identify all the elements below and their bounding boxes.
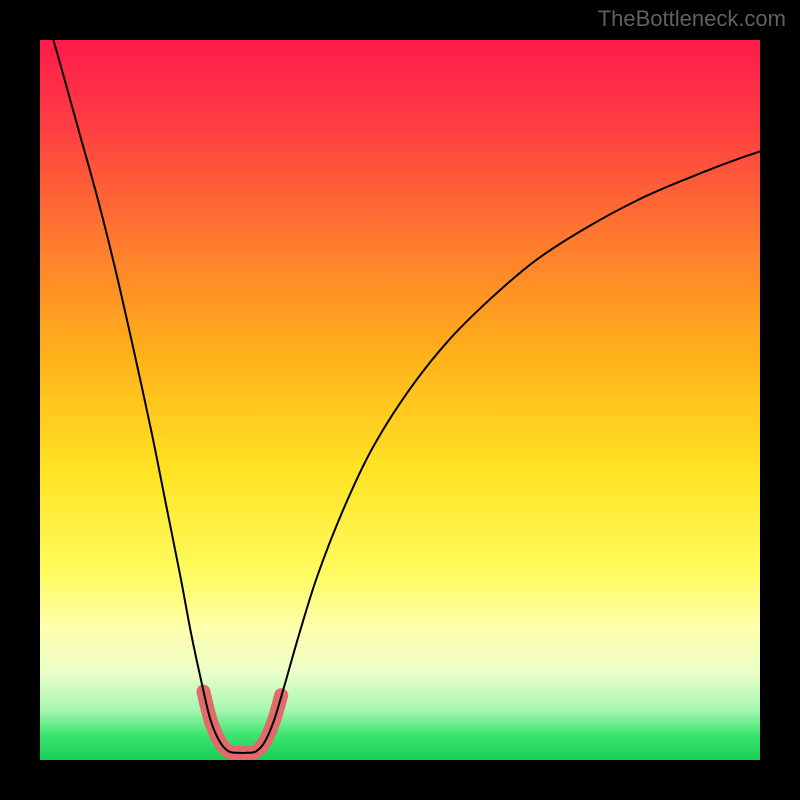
chart-frame: TheBottleneck.com [0, 0, 800, 800]
gradient-background [40, 40, 760, 760]
watermark-text: TheBottleneck.com [598, 6, 786, 32]
plot-area [40, 40, 760, 760]
chart-svg [40, 40, 760, 760]
